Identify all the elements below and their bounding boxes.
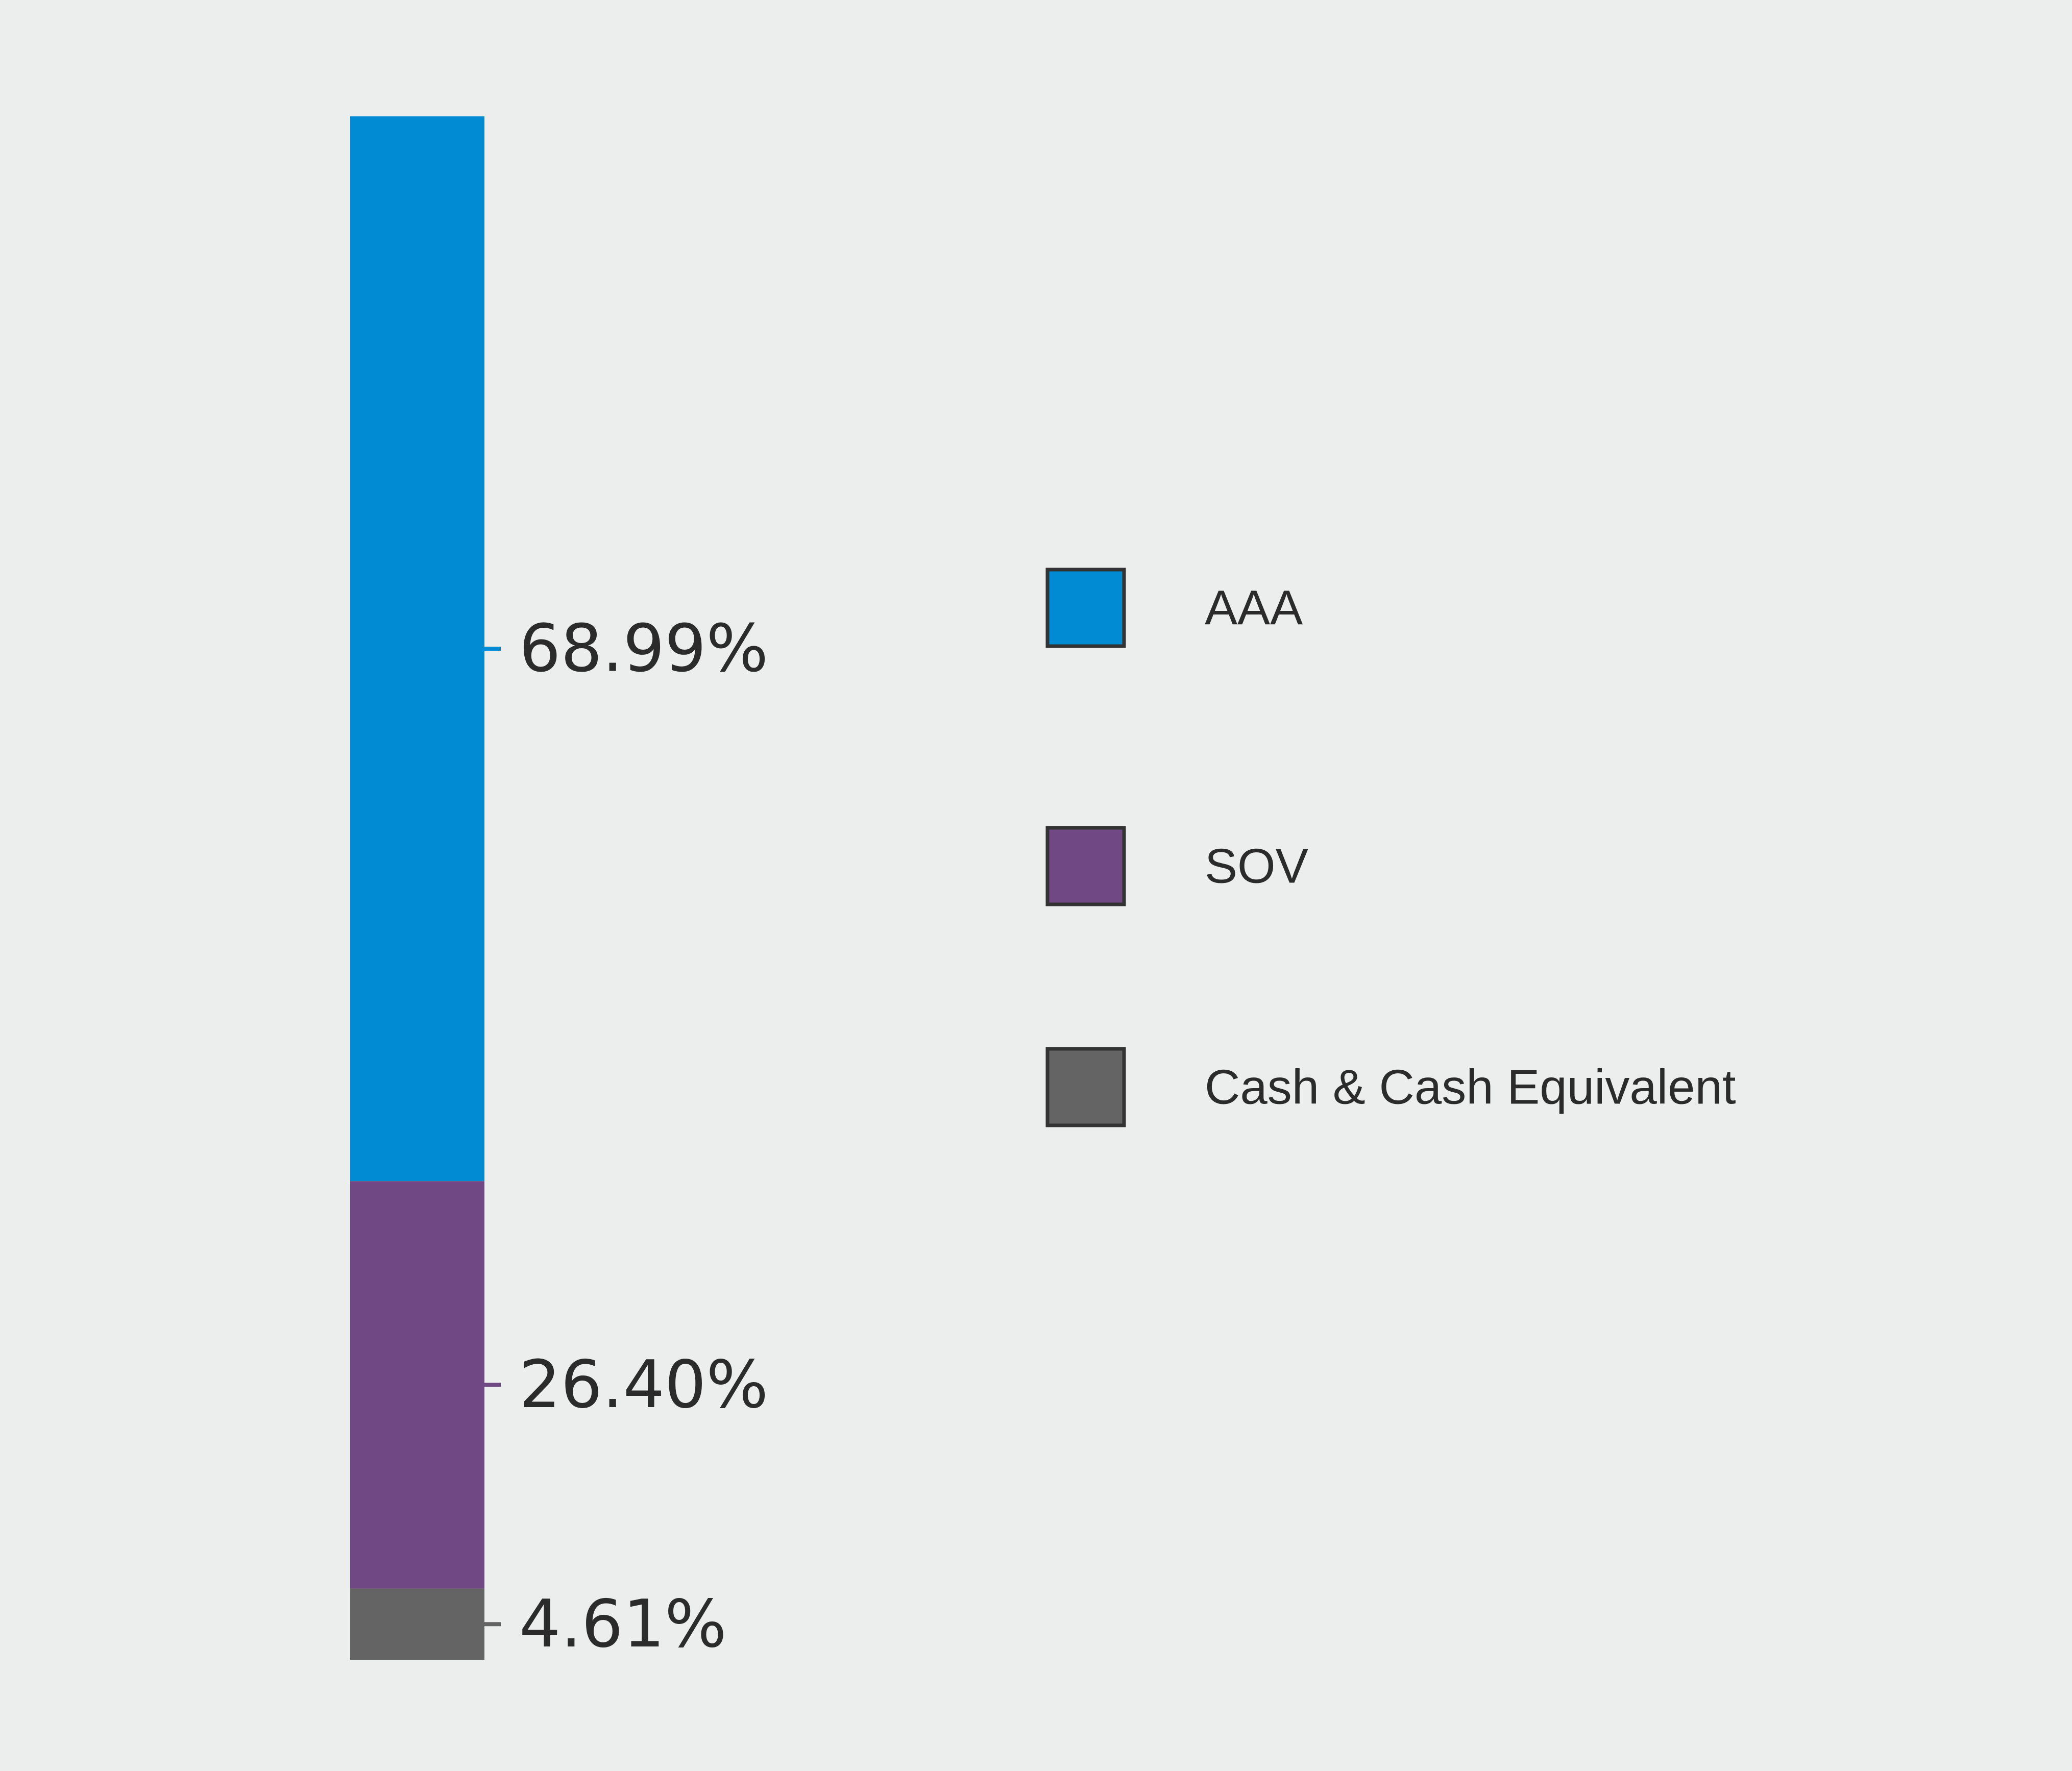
data-label-cash-and-cash-equivalent: 4.61% bbox=[519, 1586, 727, 1662]
stacked-bar bbox=[350, 116, 484, 1660]
data-labels: 68.99% 26.40% 4.61% bbox=[484, 611, 768, 1662]
bar-segment-cash-and-cash-equivalent bbox=[350, 1588, 484, 1660]
legend-label-aaa: AAA bbox=[1205, 581, 1303, 635]
legend-swatch-sov bbox=[1045, 826, 1126, 906]
bar-segment-aaa bbox=[350, 116, 484, 1182]
legend-label-sov: SOV bbox=[1205, 839, 1308, 894]
legend-swatch-cash-and-cash-equivalent bbox=[1045, 1047, 1126, 1127]
bar-segment-sov bbox=[350, 1181, 484, 1589]
legend-label-cash-and-cash-equivalent: Cash & Cash Equivalent bbox=[1205, 1060, 1736, 1115]
legend-swatch-aaa bbox=[1045, 568, 1126, 648]
data-label-aaa: 68.99% bbox=[519, 611, 768, 687]
legend: AAA SOV Cash & Cash Equivalent bbox=[1045, 568, 1736, 1127]
data-label-sov: 26.40% bbox=[519, 1347, 768, 1423]
